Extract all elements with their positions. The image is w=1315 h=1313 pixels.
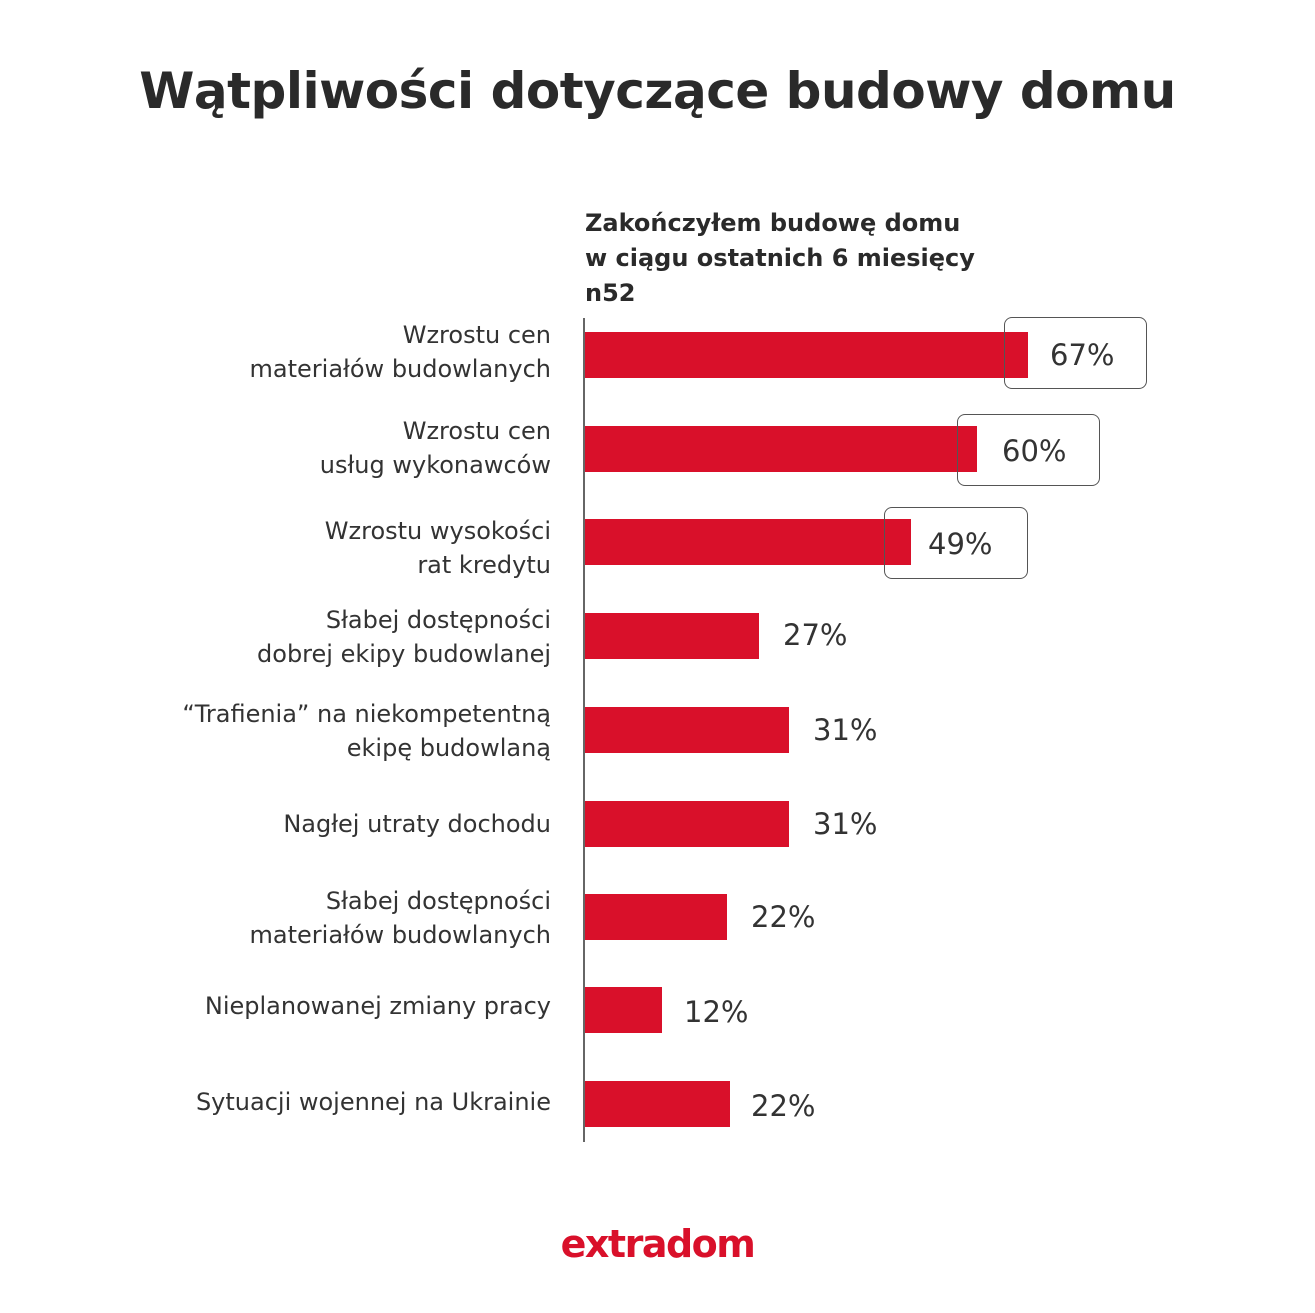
category-label: Nieplanowanej zmiany pracy	[131, 989, 551, 1023]
value-label: 31%	[813, 713, 878, 747]
bar	[585, 894, 727, 940]
bar	[585, 332, 1028, 378]
subtitle-sample-size: n52	[585, 279, 636, 307]
value-highlight-box	[884, 507, 1028, 579]
value-highlight-box	[957, 414, 1100, 486]
label-line: materiałów budowlanych	[249, 921, 551, 949]
label-line: Wzrostu cen	[402, 417, 551, 445]
subtitle-line-2: w ciągu ostatnich 6 miesięcy	[585, 244, 975, 272]
category-label: Sytuacji wojennej na Ukrainie	[131, 1085, 551, 1119]
value-label: 67%	[1050, 338, 1115, 372]
bar	[585, 987, 662, 1033]
bar	[585, 1081, 730, 1127]
value-label: 49%	[928, 527, 993, 561]
category-label: Wzrostu wysokości rat kredytu	[131, 514, 551, 582]
label-line: usług wykonawców	[319, 451, 551, 479]
label-line: “Trafienia” na niekompetentną	[182, 700, 551, 728]
label-line: Słabej dostępności	[325, 887, 551, 915]
label-line: materiałów budowlanych	[249, 355, 551, 383]
label-line: Sytuacji wojennej na Ukrainie	[195, 1088, 551, 1116]
category-label: Wzrostu cen materiałów budowlanych	[131, 318, 551, 386]
extradom-logo: extradom	[560, 1222, 756, 1266]
label-line: Wzrostu cen	[402, 321, 551, 349]
label-line: rat kredytu	[417, 551, 551, 579]
label-line: Nieplanowanej zmiany pracy	[204, 992, 551, 1020]
subtitle-line-1: Zakończyłem budowę domu	[585, 209, 961, 237]
label-line: ekipę budowlaną	[346, 734, 551, 762]
chart-subtitle: Zakończyłem budowę domu w ciągu ostatnic…	[585, 206, 975, 311]
category-label: Nagłej utraty dochodu	[131, 807, 551, 841]
y-axis-line	[583, 318, 585, 1142]
value-label: 60%	[1002, 434, 1067, 468]
chart-title: Wątpliwości dotyczące budowy domu	[139, 62, 1176, 120]
label-line: Słabej dostępności	[325, 606, 551, 634]
bar	[585, 707, 789, 753]
category-label: Wzrostu cen usług wykonawców	[131, 414, 551, 482]
bar	[585, 426, 977, 472]
bar	[585, 801, 789, 847]
bar	[585, 613, 759, 659]
value-highlight-box	[1004, 317, 1147, 389]
category-label: Słabej dostępności dobrej ekipy budowlan…	[131, 603, 551, 671]
value-label: 22%	[751, 1089, 816, 1123]
bar	[585, 519, 911, 565]
category-label: “Trafienia” na niekompetentną ekipę budo…	[131, 697, 551, 765]
value-label: 27%	[783, 618, 848, 652]
category-label: Słabej dostępności materiałów budowlanyc…	[131, 884, 551, 952]
label-line: dobrej ekipy budowlanej	[257, 640, 551, 668]
value-label: 31%	[813, 807, 878, 841]
label-line: Nagłej utraty dochodu	[283, 810, 551, 838]
value-label: 22%	[751, 900, 816, 934]
label-line: Wzrostu wysokości	[324, 517, 551, 545]
value-label: 12%	[684, 995, 749, 1029]
